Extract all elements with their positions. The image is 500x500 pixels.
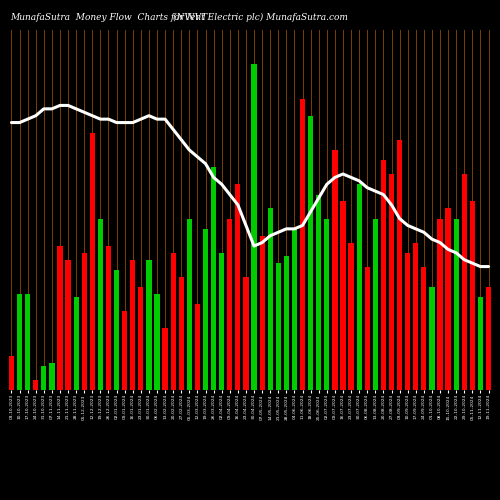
Bar	[186, 218, 192, 390]
Bar	[50, 362, 54, 390]
Text: (NVent Electric plc) MunafaSutra.com: (NVent Electric plc) MunafaSutra.com	[172, 12, 348, 22]
Bar	[130, 260, 136, 390]
Bar	[170, 253, 176, 390]
Bar	[364, 266, 370, 390]
Bar	[356, 184, 362, 390]
Bar	[478, 298, 483, 390]
Bar	[114, 270, 119, 390]
Bar	[219, 253, 224, 390]
Bar	[260, 236, 265, 390]
Bar	[122, 311, 128, 390]
Bar	[486, 287, 491, 390]
Bar	[348, 242, 354, 390]
Bar	[446, 208, 450, 390]
Bar	[227, 218, 232, 390]
Bar	[106, 246, 111, 390]
Bar	[17, 294, 22, 390]
Bar	[397, 140, 402, 390]
Bar	[308, 116, 314, 390]
Bar	[203, 229, 208, 390]
Bar	[332, 150, 338, 390]
Bar	[292, 229, 297, 390]
Bar	[284, 256, 289, 390]
Bar	[58, 246, 62, 390]
Bar	[138, 287, 143, 390]
Bar	[430, 287, 434, 390]
Bar	[178, 277, 184, 390]
Bar	[33, 380, 38, 390]
Bar	[211, 167, 216, 390]
Bar	[154, 294, 160, 390]
Bar	[244, 277, 248, 390]
Bar	[324, 218, 330, 390]
Bar	[470, 202, 475, 390]
Bar	[276, 263, 281, 390]
Bar	[25, 294, 30, 390]
Bar	[462, 174, 467, 390]
Bar	[252, 64, 256, 390]
Bar	[405, 253, 410, 390]
Bar	[146, 260, 152, 390]
Bar	[82, 253, 87, 390]
Bar	[74, 298, 79, 390]
Bar	[268, 208, 273, 390]
Bar	[98, 218, 103, 390]
Bar	[235, 184, 240, 390]
Text: MunafaSutra  Money Flow  Charts for NVT: MunafaSutra Money Flow Charts for NVT	[10, 12, 207, 22]
Bar	[389, 174, 394, 390]
Bar	[421, 266, 426, 390]
Bar	[195, 304, 200, 390]
Bar	[41, 366, 46, 390]
Bar	[300, 98, 305, 390]
Bar	[438, 218, 442, 390]
Bar	[9, 356, 14, 390]
Bar	[162, 328, 168, 390]
Bar	[372, 218, 378, 390]
Bar	[66, 260, 70, 390]
Bar	[381, 160, 386, 390]
Bar	[316, 194, 322, 390]
Bar	[340, 202, 345, 390]
Bar	[454, 218, 459, 390]
Bar	[90, 133, 95, 390]
Bar	[413, 242, 418, 390]
